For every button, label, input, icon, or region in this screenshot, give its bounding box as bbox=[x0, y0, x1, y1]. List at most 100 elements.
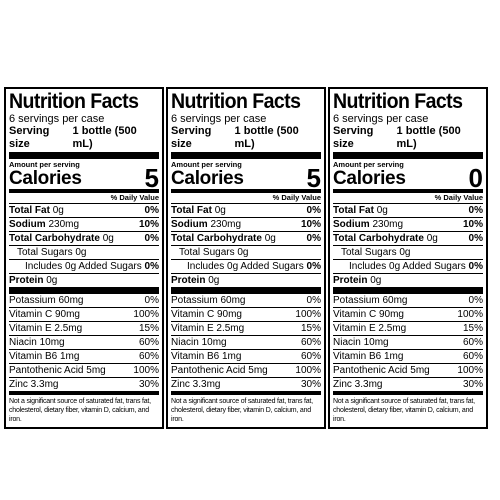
vitamin-row: Potassium 60mg 0% bbox=[333, 294, 483, 307]
calories-value: 5 bbox=[306, 163, 321, 193]
calories-row: Calories 5 bbox=[9, 165, 159, 191]
added-sugars-label: Includes 0g Added Sugars bbox=[349, 261, 466, 272]
sodium-amount: 230mg bbox=[210, 219, 242, 230]
serving-size: Serving size 1 bottle (500 mL) bbox=[333, 125, 483, 152]
protein-row: Protein 0g bbox=[9, 273, 159, 287]
footnote: Not a significant source of saturated fa… bbox=[9, 398, 151, 423]
carbohydrate-dv: 0% bbox=[306, 233, 321, 244]
vitamin-label: Vitamin E 2.5mg bbox=[171, 323, 245, 334]
total-fat-row: Total Fat 0g 0% bbox=[333, 203, 483, 217]
divider-thick bbox=[9, 152, 159, 159]
vitamin-label: Vitamin C 90mg bbox=[9, 309, 80, 320]
vitamin-label: Vitamin C 90mg bbox=[171, 309, 242, 320]
protein-row: Protein 0g bbox=[333, 273, 483, 287]
panel-title: Nutrition Facts bbox=[333, 90, 463, 113]
calories-label: Calories bbox=[9, 168, 82, 189]
total-fat-label: Total Fat bbox=[333, 205, 374, 216]
carbohydrate-label: Total Carbohydrate bbox=[171, 233, 262, 244]
vitamin-dv: 100% bbox=[295, 309, 321, 320]
amount-per-serving: Amount per serving bbox=[9, 160, 80, 169]
vitamin-dv: 100% bbox=[457, 309, 483, 320]
carbohydrate-dv: 0% bbox=[468, 233, 483, 244]
protein-amount: 0g bbox=[208, 275, 220, 286]
total-fat-amount: 0g bbox=[376, 205, 388, 216]
vitamin-row: Vitamin C 90mg 100% bbox=[333, 307, 483, 321]
calories-value: 0 bbox=[468, 163, 483, 193]
divider-thick bbox=[9, 287, 159, 294]
vitamin-dv: 60% bbox=[462, 351, 483, 362]
vitamin-label: Pantothenic Acid 5mg bbox=[171, 365, 268, 376]
vitamin-label: Niacin 10mg bbox=[9, 337, 65, 348]
vitamin-label: Pantothenic Acid 5mg bbox=[9, 365, 106, 376]
vitamin-row: Zinc 3.3mg 30% bbox=[9, 377, 159, 391]
vitamin-row: Potassium 60mg 0% bbox=[171, 294, 321, 307]
added-sugars-label: Includes 0g Added Sugars bbox=[187, 261, 304, 272]
calories-row: Calories 5 bbox=[171, 163, 321, 193]
total-fat-row: Total Fat 0g 0% bbox=[171, 203, 321, 217]
servings-per-case: 6 servings per case bbox=[9, 113, 105, 125]
sodium-row: Sodium 230mg 10% bbox=[9, 217, 159, 231]
carbohydrate-row: Total Carbohydrate 0g 0% bbox=[171, 231, 321, 245]
vitamin-row: Pantothenic Acid 5mg 100% bbox=[333, 363, 483, 377]
vitamin-row: Vitamin C 90mg 100% bbox=[9, 307, 159, 321]
vitamin-dv: 60% bbox=[300, 337, 321, 348]
total-fat-label: Total Fat bbox=[171, 205, 212, 216]
total-fat-dv: 0% bbox=[468, 205, 483, 216]
vitamin-row: Niacin 10mg 60% bbox=[171, 335, 321, 349]
total-fat-row: Total Fat 0g 0% bbox=[9, 203, 159, 217]
divider-medium bbox=[333, 189, 483, 193]
serving-size-label: Serving size bbox=[9, 125, 50, 150]
footnote: Not a significant source of saturated fa… bbox=[171, 398, 313, 423]
vitamin-dv: 100% bbox=[133, 309, 159, 320]
servings-per-case: 6 servings per case bbox=[171, 113, 267, 125]
vitamin-label: Potassium 60mg bbox=[171, 295, 246, 306]
sodium-dv: 10% bbox=[462, 219, 483, 230]
divider-thick bbox=[171, 152, 321, 159]
sodium-label: Sodium bbox=[171, 219, 208, 230]
vitamin-row: Vitamin B6 1mg 60% bbox=[171, 349, 321, 363]
vitamin-row: Potassium 60mg 0% bbox=[9, 294, 159, 307]
vitamin-list: Potassium 60mg 0% Vitamin C 90mg 100% Vi… bbox=[333, 294, 483, 391]
protein-amount: 0g bbox=[46, 275, 58, 286]
nutrition-label-3: Nutrition Facts 6 servings per case Serv… bbox=[328, 87, 488, 429]
panel-title: Nutrition Facts bbox=[9, 90, 139, 113]
sugars-row: Total Sugars 0g bbox=[171, 245, 321, 259]
vitamin-row: Niacin 10mg 60% bbox=[9, 335, 159, 349]
protein-label: Protein bbox=[333, 275, 368, 286]
divider-thick bbox=[171, 287, 321, 294]
vitamin-row: Zinc 3.3mg 30% bbox=[333, 377, 483, 391]
carbohydrate-label: Total Carbohydrate bbox=[333, 233, 424, 244]
vitamin-dv: 100% bbox=[457, 365, 483, 376]
vitamin-dv: 15% bbox=[138, 323, 159, 334]
calories-label: Calories bbox=[171, 168, 244, 189]
nutrition-panels: Nutrition Facts 6 servings per case Serv… bbox=[4, 87, 488, 429]
nutrition-label-1: Nutrition Facts 6 servings per case Serv… bbox=[4, 87, 164, 429]
vitamin-label: Vitamin B6 1mg bbox=[171, 351, 242, 362]
daily-value-header: % Daily Value bbox=[110, 193, 159, 202]
vitamin-row: Vitamin C 90mg 100% bbox=[171, 307, 321, 321]
protein-label: Protein bbox=[9, 275, 44, 286]
sodium-dv: 10% bbox=[300, 219, 321, 230]
carbohydrate-amount: 0g bbox=[426, 233, 438, 244]
nutrition-label-2: Nutrition Facts 6 servings per case Serv… bbox=[166, 87, 326, 429]
sugars-label: Total Sugars 0g bbox=[17, 247, 87, 258]
carbohydrate-amount: 0g bbox=[264, 233, 276, 244]
vitamin-dv: 100% bbox=[295, 365, 321, 376]
sugars-label: Total Sugars 0g bbox=[179, 247, 249, 258]
vitamin-label: Pantothenic Acid 5mg bbox=[333, 365, 430, 376]
calories-row: Calories 0 bbox=[333, 163, 483, 193]
divider-medium bbox=[9, 391, 159, 395]
sugars-row: Total Sugars 0g bbox=[333, 245, 483, 259]
vitamin-dv: 60% bbox=[462, 337, 483, 348]
vitamin-label: Potassium 60mg bbox=[9, 295, 84, 306]
vitamin-dv: 0% bbox=[306, 295, 321, 306]
vitamin-row: Vitamin E 2.5mg 15% bbox=[9, 321, 159, 335]
serving-size-label: Serving size bbox=[333, 125, 374, 150]
vitamin-dv: 60% bbox=[138, 351, 159, 362]
added-sugars-row: Includes 0g Added Sugars 0% bbox=[171, 259, 321, 273]
panel-title: Nutrition Facts bbox=[171, 90, 301, 113]
vitamin-dv: 60% bbox=[138, 337, 159, 348]
vitamin-label: Niacin 10mg bbox=[333, 337, 389, 348]
footnote: Not a significant source of saturated fa… bbox=[333, 398, 475, 423]
vitamin-row: Vitamin B6 1mg 60% bbox=[9, 349, 159, 363]
